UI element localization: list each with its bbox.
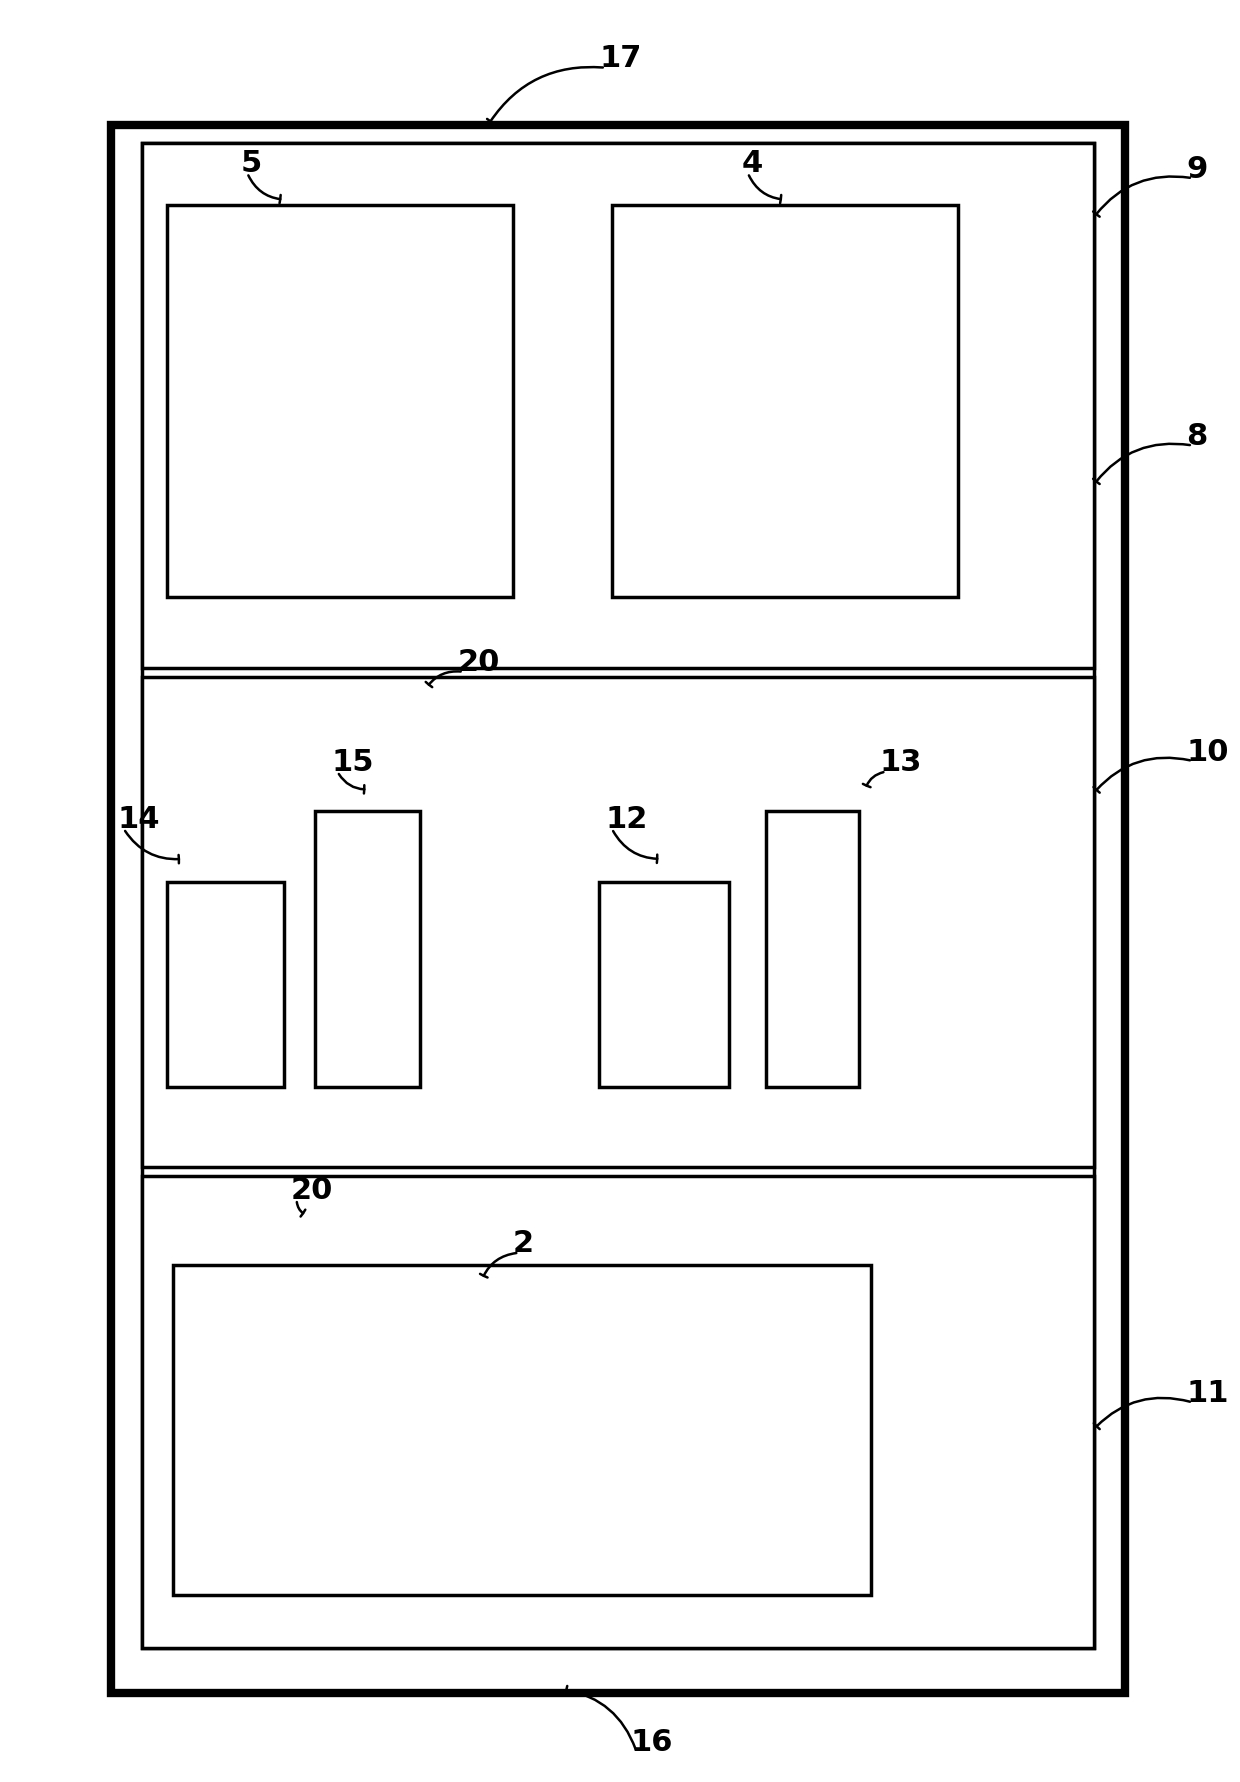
Bar [174,1265,872,1595]
Bar [766,811,859,1087]
Bar [143,143,1094,1648]
Bar [599,882,729,1087]
Text: 11: 11 [1187,1379,1229,1408]
Text: 9: 9 [1187,155,1208,184]
Bar [167,882,284,1087]
Bar [143,677,1094,1167]
Bar [167,205,513,597]
Bar [315,811,420,1087]
Bar [143,143,1094,668]
Text: 15: 15 [331,748,373,777]
Text: 14: 14 [118,805,160,834]
Text: 20: 20 [290,1176,332,1205]
Bar [112,125,1125,1693]
Text: 20: 20 [458,649,500,677]
Text: 16: 16 [630,1729,673,1757]
Text: 12: 12 [605,805,649,834]
Text: 17: 17 [599,45,642,73]
Text: 5: 5 [241,150,262,178]
Bar [143,1176,1094,1648]
Text: 2: 2 [513,1230,534,1258]
Text: 8: 8 [1187,422,1208,451]
Text: 13: 13 [880,748,923,777]
Text: 10: 10 [1187,738,1229,766]
Text: 4: 4 [742,150,763,178]
Bar [611,205,957,597]
